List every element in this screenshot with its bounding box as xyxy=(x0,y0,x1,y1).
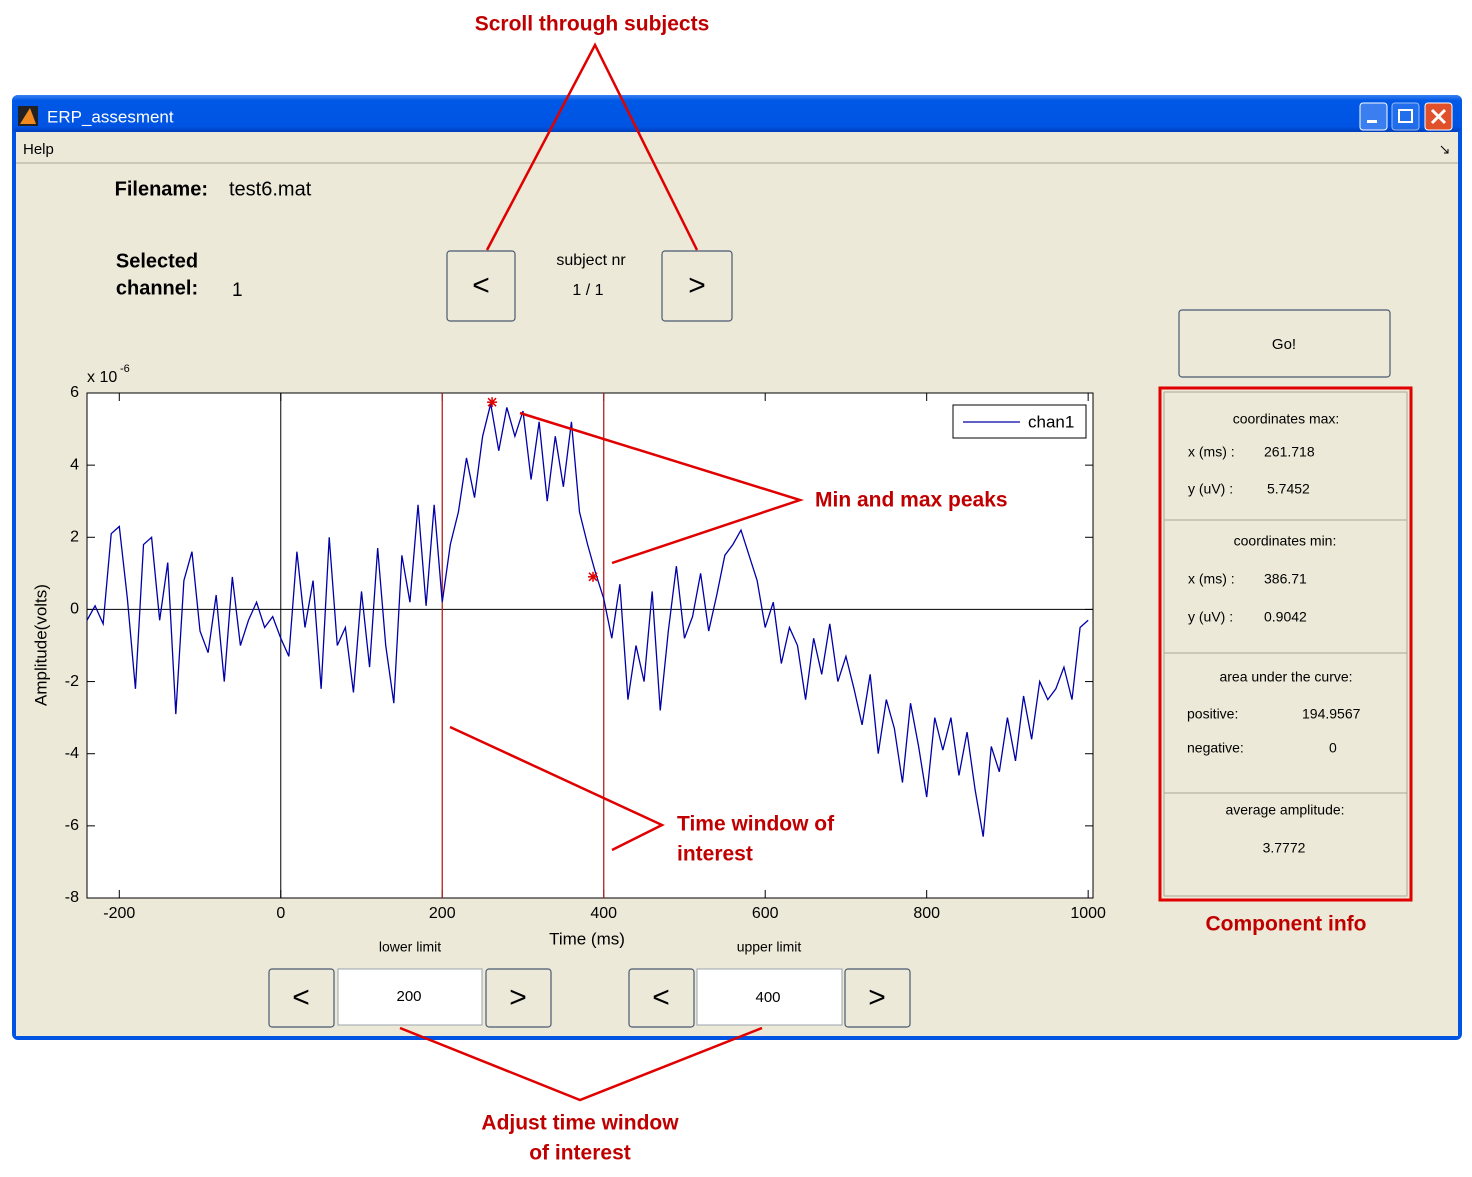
series-line xyxy=(87,403,1089,837)
button-label: > xyxy=(509,981,527,1014)
x-tick-label: -200 xyxy=(103,905,135,922)
highlight-box xyxy=(1158,386,1413,902)
annotation: of interest xyxy=(529,1142,631,1165)
upper-limit-value: 400 xyxy=(755,989,780,1006)
app-icon-shape xyxy=(20,108,36,124)
maximize-button[interactable] xyxy=(1391,102,1420,131)
limit-label: upper limit xyxy=(737,939,802,955)
lower-next-button[interactable] xyxy=(485,968,552,1028)
filename-value: test6.mat xyxy=(229,178,312,200)
x-tick-label: 400 xyxy=(590,905,617,922)
info-title: area under the curve: xyxy=(1219,669,1352,685)
x-tick-label: 800 xyxy=(913,905,940,922)
plot: -8 -6 -4 -2 0 2 4 6 -200 0 200 400 600 800 1000 chan1 xyxy=(65,384,1106,922)
callout-line xyxy=(399,1026,763,1102)
next-subject-button[interactable] xyxy=(661,250,733,322)
minimize-button[interactable] xyxy=(1359,102,1388,131)
upper-prev-button[interactable] xyxy=(628,968,695,1028)
y-axis-label: Amplitude(volts) xyxy=(31,584,50,706)
title-bar xyxy=(12,95,1462,132)
channel-label: Selected xyxy=(116,250,198,272)
annotation: Component info xyxy=(1206,913,1367,936)
window-title: ERP_assesment xyxy=(47,107,174,126)
close-icon xyxy=(1430,108,1447,125)
y-exponent-base: x 10 xyxy=(87,369,117,386)
subject-value: 1 / 1 xyxy=(572,282,603,299)
y-tick-label: -8 xyxy=(65,889,79,906)
info-value: 3.7772 xyxy=(1263,840,1306,856)
callout-line xyxy=(485,42,699,251)
info-value: 386.71 xyxy=(1264,571,1307,587)
limit-label: lower limit xyxy=(379,939,441,955)
x-tick-label: 1000 xyxy=(1070,905,1106,922)
button-label: > xyxy=(688,269,706,302)
plot-area xyxy=(86,392,1094,899)
x-axis-label: Time (ms) xyxy=(549,929,625,948)
button-label: < xyxy=(652,981,670,1014)
x-tick-label: 0 xyxy=(276,905,285,922)
y-tick-label: 6 xyxy=(70,384,79,401)
annotation: Min and max peaks xyxy=(815,489,1008,512)
annotation-lines xyxy=(399,42,1413,1102)
info-value: 0 xyxy=(1329,740,1337,756)
y-exponent: -6 xyxy=(120,363,130,375)
info-title: coordinates max: xyxy=(1233,411,1340,427)
upper-limit-field[interactable] xyxy=(696,968,843,1026)
channel-label: channel: xyxy=(116,277,198,299)
go-button[interactable] xyxy=(1178,309,1391,378)
peak-stroke xyxy=(588,572,598,582)
minimize-icon xyxy=(1367,120,1377,123)
peak-stroke xyxy=(487,397,497,407)
annotation: Scroll through subjects xyxy=(475,13,710,36)
y-tick-label: -4 xyxy=(65,745,79,762)
info-label: x (ms) : xyxy=(1188,444,1235,460)
y-tick-label: 0 xyxy=(70,601,79,618)
info-title: average amplitude: xyxy=(1225,802,1344,818)
prev-subject-button[interactable] xyxy=(446,250,516,322)
info-label: x (ms) : xyxy=(1188,571,1235,587)
info-panel xyxy=(1163,391,1408,897)
annotation: Time window of xyxy=(677,813,835,836)
info-value: 0.9042 xyxy=(1264,609,1307,625)
callout-line xyxy=(449,725,665,852)
plot-content xyxy=(87,393,1093,898)
menu-item[interactable]: Help xyxy=(23,141,54,158)
info-label: positive: xyxy=(1187,706,1238,722)
button-label: > xyxy=(868,981,886,1014)
lower-limit-field[interactable] xyxy=(337,968,483,1026)
y-tick-label: 2 xyxy=(70,529,79,546)
info-value: 194.9567 xyxy=(1302,706,1361,722)
menu-bar xyxy=(16,136,1458,163)
subject-label: subject nr xyxy=(556,252,626,269)
info-label: negative: xyxy=(1187,740,1244,756)
info-value: 5.7452 xyxy=(1267,481,1310,497)
y-tick-label: 4 xyxy=(70,456,79,473)
button-label: Go! xyxy=(1272,336,1296,353)
lower-prev-button[interactable] xyxy=(268,968,335,1028)
legend-label: chan1 xyxy=(1028,412,1074,431)
x-tick-label: 200 xyxy=(429,905,456,922)
info-value: 261.718 xyxy=(1264,444,1315,460)
peak-marker xyxy=(587,571,598,582)
x-tick-label: 600 xyxy=(752,905,779,922)
channel-value: 1 xyxy=(232,280,243,301)
callout-line xyxy=(519,411,805,565)
lower-limit-value: 200 xyxy=(396,988,421,1005)
dock-icon xyxy=(1440,145,1449,154)
annotation: Adjust time window xyxy=(481,1112,679,1135)
upper-next-button[interactable] xyxy=(844,968,911,1028)
button-label: < xyxy=(292,981,310,1014)
y-tick-label: -6 xyxy=(65,817,79,834)
annotation: interest xyxy=(677,843,753,866)
filename-label: Filename: xyxy=(115,178,208,200)
info-label: y (uV) : xyxy=(1188,481,1233,497)
peak-marker xyxy=(487,397,498,408)
button-label: < xyxy=(472,269,490,302)
info-title: coordinates min: xyxy=(1234,533,1337,549)
info-label: y (uV) : xyxy=(1188,609,1233,625)
maximize-icon xyxy=(1398,109,1413,123)
y-tick-label: -2 xyxy=(65,673,79,690)
